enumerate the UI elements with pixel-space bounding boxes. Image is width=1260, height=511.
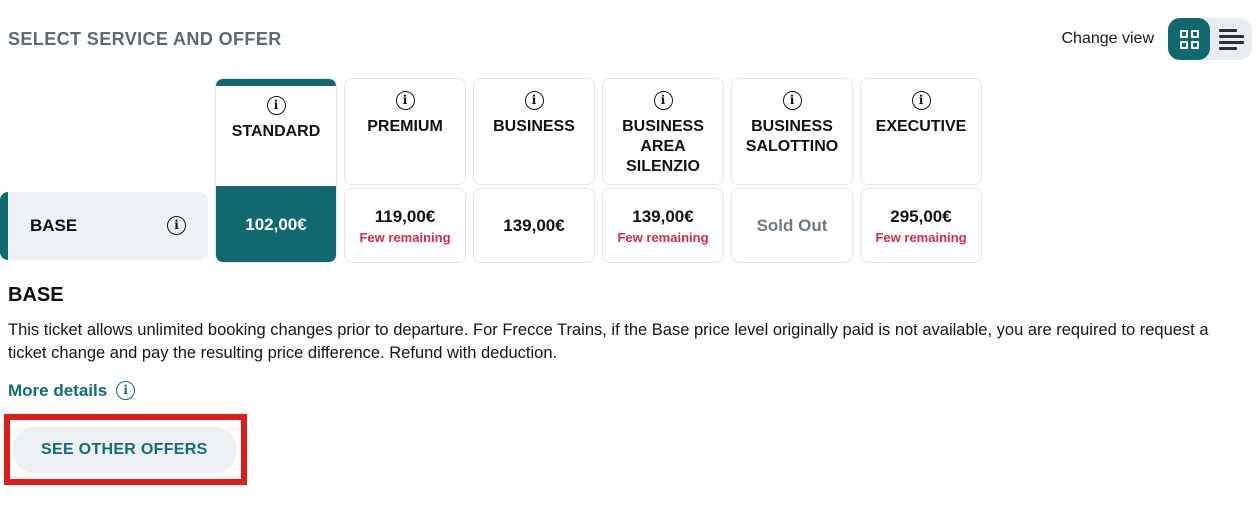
price: 295,00€ [890,206,952,226]
header: SELECT SERVICE AND OFFER Change view [0,0,1260,61]
service-header-business-salottino[interactable]: BUSINESS SALOTTINO [731,78,853,185]
offer-details-description: This ticket allows unlimited booking cha… [8,321,1209,363]
service-name: BUSINESS [493,118,575,135]
service-name: EXECUTIVE [875,118,967,135]
availability-note: Few remaining [875,229,967,245]
info-icon[interactable] [266,96,286,115]
price-cell-business-area-silenzio[interactable]: 139,00€ Few remaining [602,188,724,263]
price-cell-executive[interactable]: 295,00€ Few remaining [860,188,982,263]
grid-view-icon [1179,29,1199,49]
service-column-standard[interactable]: STANDARD 102,00€ [215,78,337,263]
grid-view-button[interactable] [1168,18,1210,60]
change-view-label: Change view [1061,30,1155,47]
more-details-link[interactable]: More details [8,380,136,401]
info-icon[interactable] [782,91,802,110]
service-offer-table: STANDARD 102,00€ PREMIUM BUSINESS BUSINE… [0,78,1260,263]
service-header-business-area-silenzio[interactable]: BUSINESS AREA SILENZIO [602,78,724,185]
info-icon[interactable] [524,91,544,110]
price-cell-business-salottino-sold-out: Sold Out [731,188,853,263]
more-details-label: More details [8,380,108,400]
info-icon [116,381,136,401]
annotation-highlight-rect: SEE OTHER OFFERS [4,413,247,485]
info-icon[interactable] [911,91,931,110]
offer-row-label: BASE [30,215,78,235]
service-header-executive[interactable]: EXECUTIVE [860,78,982,185]
availability-note: Few remaining [359,229,451,245]
list-view-icon [1218,28,1244,50]
see-other-offers-button[interactable]: SEE OTHER OFFERS [12,426,237,473]
price: 139,00€ [632,206,694,226]
info-icon[interactable] [653,91,673,110]
price-cell-premium[interactable]: 119,00€ Few remaining [344,188,466,263]
service-header-premium[interactable]: PREMIUM [344,78,466,185]
availability-note: Few remaining [617,229,709,245]
service-header-business[interactable]: BUSINESS [473,78,595,185]
service-name: BUSINESS AREA SILENZIO [622,118,704,175]
price: 102,00€ [245,214,307,234]
selected-indicator [216,79,336,86]
offer-row-base[interactable]: BASE [0,191,208,260]
price: 139,00€ [503,215,565,235]
price-cell-business[interactable]: 139,00€ [473,188,595,263]
sold-out-label: Sold Out [756,215,828,235]
view-controls: Change view [1061,18,1252,60]
price-cell-standard-selected[interactable]: 102,00€ [216,186,336,262]
price: 119,00€ [374,206,436,226]
page-title: SELECT SERVICE AND OFFER [8,28,282,49]
service-name: STANDARD [231,123,321,140]
offer-details: BASE This ticket allows unlimited bookin… [0,284,1260,401]
info-icon[interactable] [395,91,415,110]
info-icon[interactable] [167,216,186,235]
service-name: BUSINESS SALOTTINO [745,118,839,155]
list-view-button[interactable] [1210,18,1252,60]
view-toggle [1168,18,1252,60]
service-header-standard: STANDARD [216,86,336,186]
service-name: PREMIUM [367,118,443,135]
offer-details-title: BASE [8,284,64,306]
